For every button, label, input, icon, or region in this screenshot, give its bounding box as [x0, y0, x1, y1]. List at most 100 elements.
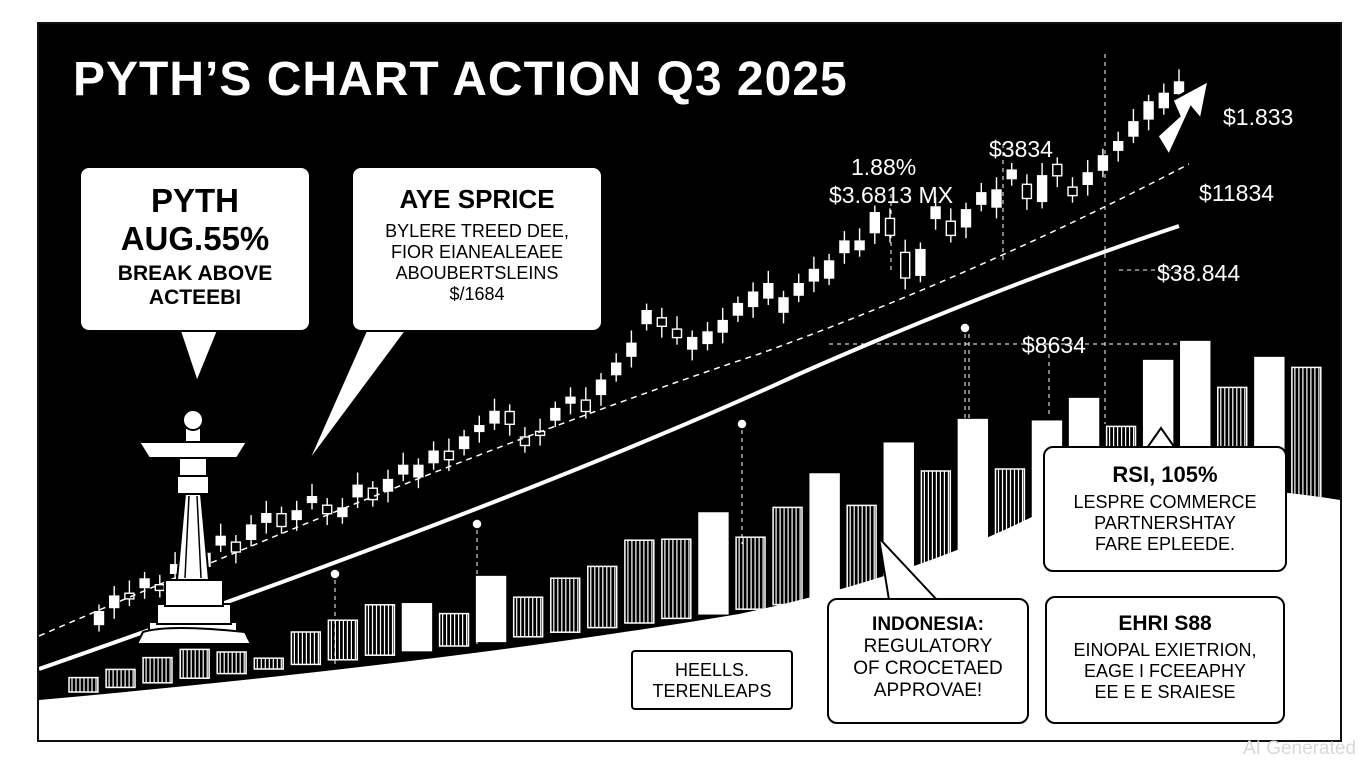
candle-body	[215, 535, 226, 546]
chart-title: PYTH’S CHART ACTION Q3 2025	[73, 53, 848, 106]
candle-body	[322, 504, 333, 515]
rsi-callout-line: FARE EPLEEDE.	[1094, 534, 1236, 554]
candle-body	[154, 584, 166, 592]
price-callout-line: $/1684	[449, 284, 505, 304]
candle-body	[854, 240, 865, 251]
price-callout: AYE SPRICE BYLERE TREED DEE, FIOR EIANEA…	[351, 166, 603, 332]
indonesia-callout-line: OF CROCETAED	[853, 658, 1003, 679]
candle-body	[915, 248, 926, 276]
candle-body	[367, 487, 378, 501]
rsi-callout-line: RSI, 105%	[1112, 462, 1218, 487]
candle-body	[930, 206, 941, 220]
trend-points	[329, 322, 971, 664]
candle-body	[702, 331, 713, 345]
indonesia-callout-line: REGULATORY	[863, 636, 993, 657]
candle-body	[717, 319, 728, 333]
pyth-callout-line: ACTEEBI	[148, 286, 242, 309]
heels-callout-line: TERENLEAPS	[652, 681, 772, 701]
price-callout-line: ABOUBERTSLEINS	[395, 263, 559, 283]
trend-line	[39, 224, 1180, 671]
candle-body	[1006, 169, 1017, 180]
rsi-callout-line: LESPRE COMMERCE	[1073, 492, 1257, 512]
watermark: AI Generated	[1242, 738, 1356, 759]
price-callout-line: AYE SPRICE	[399, 184, 555, 214]
candle-body	[382, 478, 394, 492]
candle-body	[108, 595, 120, 609]
candle-body	[823, 260, 835, 279]
ehri-callout-line: EE E E SRAIESE	[1094, 682, 1236, 702]
ehri-callout-line: EINOPAL EXIETRION,	[1073, 640, 1257, 660]
candle-body	[139, 578, 150, 589]
candle-body	[687, 336, 698, 350]
candle-body	[1173, 81, 1185, 95]
candle-body	[337, 507, 348, 518]
indonesia-callout-line: INDONESIA:	[872, 614, 984, 635]
indonesia-callout: INDONESIA: REGULATORY OF CROCETAED APPRO…	[827, 598, 1029, 724]
up-arrow-icon	[1155, 77, 1212, 160]
candles	[93, 69, 1185, 632]
candle-body	[1036, 175, 1048, 203]
candle-body	[230, 541, 242, 553]
candle-body	[763, 283, 774, 299]
candle-body	[261, 513, 272, 523]
candle-body	[458, 436, 470, 450]
price-label: $3.6813 MX	[829, 182, 954, 208]
ehri-callout-line: EAGE I FCEEAPHY	[1083, 661, 1247, 681]
pyth-callout-line: BREAK ABOVE	[117, 262, 273, 285]
chart-frame: PYTH’S CHART ACTION Q3 2025 PYTH AUG.55%…	[37, 22, 1342, 742]
indonesia-callout-line: APPROVAE!	[873, 680, 983, 701]
candle-body	[732, 302, 744, 316]
ehri-callout: EHRI S88 EINOPAL EXIETRION, EAGE I FCEEA…	[1045, 596, 1285, 724]
candle-body	[641, 310, 652, 325]
candle-body	[519, 436, 531, 447]
candle-body	[595, 379, 607, 396]
pyth-callout-line: PYTH	[150, 182, 239, 219]
candle-body	[960, 209, 972, 228]
candle-body	[1097, 155, 1109, 171]
candle-body	[489, 410, 500, 424]
fountain-icon	[135, 409, 253, 645]
candle-body	[656, 317, 667, 327]
candle-body	[1128, 121, 1139, 137]
candle-body	[808, 268, 820, 282]
candle-body	[474, 425, 485, 433]
price-label: $38.844	[1157, 260, 1241, 286]
rsi-callout: RSI, 105% LESPRE COMMERCE PARTNERSHTAY F…	[1043, 446, 1287, 572]
price-label: 1.88%	[851, 154, 917, 180]
candle-body	[245, 524, 257, 541]
candle-body	[93, 611, 105, 626]
price-label: $8634	[1022, 332, 1086, 358]
price-callout-line: FIOR EIANEALEAEE	[390, 242, 564, 262]
candle-body	[443, 450, 455, 461]
candle-body	[869, 211, 880, 234]
candle-body	[611, 362, 622, 376]
candle-body	[428, 450, 439, 464]
candle-body	[504, 410, 515, 426]
trend-point	[736, 418, 748, 430]
candle-body	[565, 396, 576, 404]
candle-body	[1112, 140, 1124, 151]
heels-callout-line: HEELLS.	[674, 660, 750, 680]
trend-point	[959, 322, 971, 334]
candle-body	[945, 220, 956, 237]
ehri-callout-line: EHRI S88	[1118, 612, 1212, 635]
candle-body	[580, 399, 591, 413]
rsi-callout-line: PARTNERSHTAY	[1094, 513, 1236, 533]
candle-body	[413, 464, 424, 478]
candle-body	[1082, 172, 1093, 185]
candle-body	[550, 407, 561, 421]
volume-bar	[698, 512, 729, 615]
candle-body	[1158, 92, 1170, 109]
price-label: $3834	[989, 136, 1053, 162]
candle-body	[626, 342, 637, 357]
candle-body	[1143, 101, 1154, 120]
trend-point	[329, 568, 341, 580]
candle-body	[884, 217, 896, 237]
price-label: $11834	[1199, 180, 1275, 206]
candle-body	[747, 291, 759, 308]
candle-body	[276, 513, 287, 528]
candle-body	[976, 192, 987, 205]
volume-bar	[475, 575, 507, 643]
pyth-callout-line: AUG.55%	[120, 220, 270, 257]
candle-body	[398, 464, 409, 475]
